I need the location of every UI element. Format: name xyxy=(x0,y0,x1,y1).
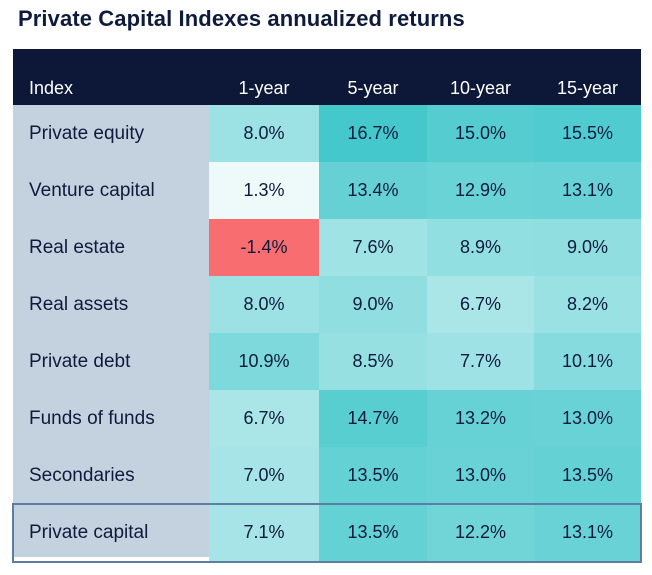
row-label-venture-capital: Venture capital xyxy=(29,179,155,201)
heat-cell-real-assets-5-year: 9.0% xyxy=(319,276,427,333)
heat-cell-private-capital-1-year: 7.1% xyxy=(209,504,319,561)
heat-cell-private-capital-10-year: 12.2% xyxy=(427,504,534,561)
heat-cell-funds-of-funds-1-year: 6.7% xyxy=(209,390,319,447)
heat-cell-real-assets-1-year: 8.0% xyxy=(209,276,319,333)
heat-cell-venture-capital-5-year: 13.4% xyxy=(319,162,427,219)
row-label-private-equity: Private equity xyxy=(29,122,145,144)
table-header: Index 1-year 5-year 10-year 15-year xyxy=(13,49,641,105)
heat-cell-real-estate-15-year: 9.0% xyxy=(534,219,641,276)
heat-cell-funds-of-funds-10-year: 13.2% xyxy=(427,390,534,447)
header-index: Index xyxy=(29,78,74,98)
index-label-column xyxy=(13,105,209,557)
row-label-funds-of-funds: Funds of funds xyxy=(29,407,155,429)
heat-cell-private-capital-15-year: 13.1% xyxy=(534,504,641,561)
heat-cell-funds-of-funds-15-year: 13.0% xyxy=(534,390,641,447)
heat-cell-private-debt-5-year: 8.5% xyxy=(319,333,427,390)
heat-cell-secondaries-15-year: 13.5% xyxy=(534,447,641,504)
header-15-year: 15-year xyxy=(556,78,619,98)
heat-cell-private-equity-15-year: 15.5% xyxy=(534,105,641,162)
header-1-year: 1-year xyxy=(238,78,290,98)
heat-cell-secondaries-1-year: 7.0% xyxy=(209,447,319,504)
row-label-private-debt: Private debt xyxy=(29,350,131,372)
heat-cell-private-debt-10-year: 7.7% xyxy=(427,333,534,390)
heat-cell-real-assets-15-year: 8.2% xyxy=(534,276,641,333)
header-5-year: 5-year xyxy=(347,78,399,98)
row-label-private-capital: Private capital xyxy=(29,521,149,543)
heat-cell-real-assets-10-year: 6.7% xyxy=(427,276,534,333)
heat-cell-secondaries-10-year: 13.0% xyxy=(427,447,534,504)
heat-cell-private-debt-15-year: 10.1% xyxy=(534,333,641,390)
heat-cell-private-equity-1-year: 8.0% xyxy=(209,105,319,162)
heat-cell-private-debt-1-year: 10.9% xyxy=(209,333,319,390)
heat-cell-private-equity-5-year: 16.7% xyxy=(319,105,427,162)
heat-cell-private-equity-10-year: 15.0% xyxy=(427,105,534,162)
heat-cell-real-estate-5-year: 7.6% xyxy=(319,219,427,276)
heat-cell-real-estate-10-year: 8.9% xyxy=(427,219,534,276)
page-title: Private Capital Indexes annualized retur… xyxy=(18,6,465,31)
heat-cell-venture-capital-15-year: 13.1% xyxy=(534,162,641,219)
header-10-year: 10-year xyxy=(449,78,512,98)
returns-table: Index 1-year 5-year 10-year 15-year Private … xyxy=(12,49,642,563)
row-label-real-assets: Real assets xyxy=(29,293,129,315)
row-label-secondaries: Secondaries xyxy=(29,464,135,486)
row-label-real-estate: Real estate xyxy=(29,236,126,258)
heat-cell-funds-of-funds-5-year: 14.7% xyxy=(319,390,427,447)
heat-cell-venture-capital-10-year: 12.9% xyxy=(427,162,534,219)
heat-cell-secondaries-5-year: 13.5% xyxy=(319,447,427,504)
heat-cell-real-estate-1-year: -1.4% xyxy=(209,219,319,276)
heat-cell-venture-capital-1-year: 1.3% xyxy=(209,162,319,219)
heat-cell-private-capital-5-year: 13.5% xyxy=(319,504,427,561)
